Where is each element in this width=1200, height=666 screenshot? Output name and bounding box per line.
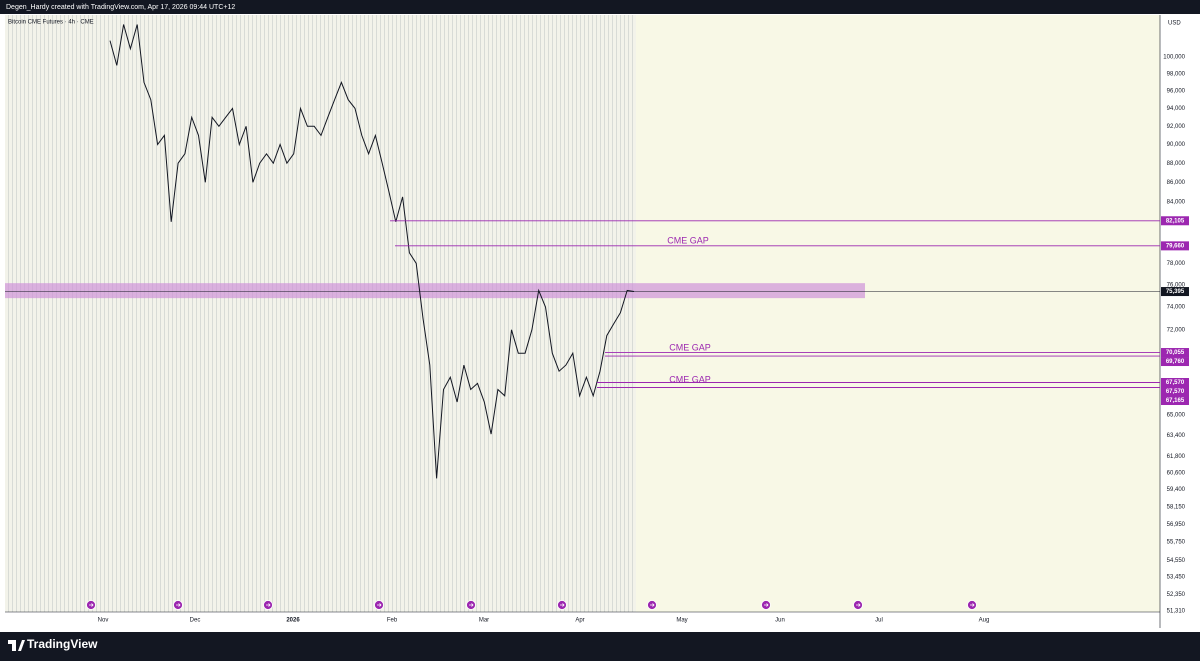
level-label: 69,760 [1166, 359, 1185, 365]
level-label: 79,660 [1166, 243, 1185, 249]
level-tag [1161, 357, 1189, 367]
event-arrow [469, 603, 474, 607]
price-line [109, 24, 635, 479]
level-tag [1161, 348, 1189, 358]
y-tick-label: 55,750 [1167, 540, 1186, 546]
event-arrow [650, 603, 655, 607]
annotation: CME GAP [669, 374, 711, 384]
chart-title: Bitcoin CME Futures · 4h · CME [8, 20, 94, 26]
event-arrow [377, 603, 382, 607]
y-tick-label: 53,450 [1167, 575, 1186, 581]
x-tick-label: Jul [875, 618, 883, 624]
session-stripes [5, 15, 636, 612]
y-tick-label: 88,000 [1167, 161, 1186, 167]
x-tick-label: Jun [775, 618, 785, 624]
y-tick-label: 76,000 [1167, 282, 1186, 288]
x-tick-label: Dec [190, 618, 201, 624]
footer-bar [0, 632, 1200, 661]
y-tick-label: 59,400 [1167, 487, 1186, 493]
level-label: 67,570 [1166, 380, 1185, 386]
x-tick-label: May [676, 618, 687, 624]
event-arrow [89, 603, 94, 607]
level-tag [1161, 216, 1189, 226]
level-tag [1161, 241, 1189, 251]
event-arrow [266, 603, 271, 607]
y-tick-label: 58,150 [1167, 505, 1186, 511]
y-tick-label: 78,000 [1167, 261, 1186, 267]
event-arrow [856, 603, 861, 607]
zone [5, 283, 865, 299]
level-label: 70,055 [1166, 350, 1185, 356]
logo [8, 640, 25, 651]
event-arrow [970, 603, 975, 607]
level-label: 75,395 [1166, 289, 1185, 295]
price-axis [1160, 15, 1200, 632]
level-tag [1161, 287, 1189, 297]
y-tick-label: 74,000 [1167, 305, 1186, 311]
event-arrow [764, 603, 769, 607]
y-tick-label: 54,550 [1167, 558, 1186, 564]
annotation: CME GAP [667, 235, 709, 245]
y-tick-label: 72,000 [1167, 327, 1186, 333]
event-arrow [560, 603, 565, 607]
y-tick-label: 56,950 [1167, 522, 1186, 528]
level-tag [1161, 378, 1189, 388]
y-tick-label: 98,000 [1167, 71, 1186, 77]
y-tick-label: 61,800 [1167, 454, 1186, 460]
y-tick-label: 96,000 [1167, 89, 1186, 95]
x-tick-label: Mar [479, 618, 489, 624]
y-tick-label: 65,000 [1167, 412, 1186, 418]
y-tick-label: 94,000 [1167, 106, 1186, 112]
y-tick-label: 84,000 [1167, 199, 1186, 205]
header-text: Degen_Hardy created with TradingView.com… [6, 4, 235, 11]
y-tick-label: 60,600 [1167, 470, 1186, 476]
y-tick-label: 63,400 [1167, 433, 1186, 439]
top-bar [0, 0, 1200, 14]
x-tick-label: Aug [979, 618, 990, 624]
x-tick-label: Nov [98, 618, 109, 624]
y-tick-label: 86,000 [1167, 180, 1186, 186]
level-tag [1161, 387, 1189, 397]
event-arrow [176, 603, 181, 607]
y-tick-label: 51,310 [1167, 609, 1186, 615]
x-tick-label: Feb [387, 618, 398, 624]
y-tick-label: 92,000 [1167, 124, 1186, 130]
level-label: 67,165 [1166, 398, 1185, 404]
level-tag [1161, 396, 1189, 406]
x-tick-label: Apr [575, 618, 584, 624]
y-tick-label: 90,000 [1167, 142, 1186, 148]
level-label: 82,105 [1166, 218, 1185, 224]
brand: TradingView [27, 637, 98, 651]
annotation: CME GAP [669, 342, 711, 352]
level-label: 67,570 [1166, 389, 1185, 395]
x-tick-label: 2026 [286, 618, 300, 624]
currency: USD [1168, 21, 1181, 27]
y-tick-label: 52,350 [1167, 592, 1186, 598]
y-tick-label: 100,000 [1163, 55, 1185, 61]
